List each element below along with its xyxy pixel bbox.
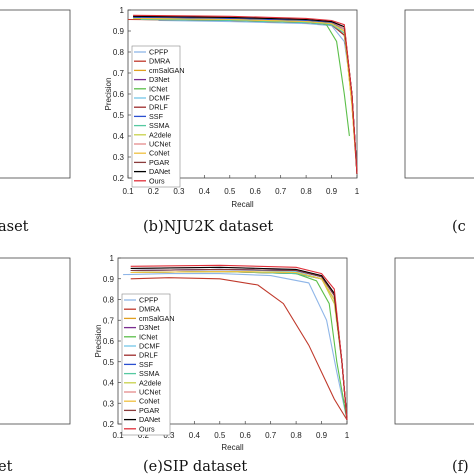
x-tick-label: 0.4: [199, 187, 211, 196]
legend-entry: PGAR: [139, 406, 159, 415]
y-tick-label: 1: [120, 6, 125, 15]
legend-entry: DANet: [149, 167, 170, 176]
x-tick-label: 0.8: [301, 187, 313, 196]
legend-entry: cmSalGAN: [139, 314, 175, 323]
legend-entry: A2dele: [139, 378, 161, 387]
plot-frame: [0, 9, 71, 179]
panel-c-partial: [404, 9, 474, 179]
series-line-ours: [130, 264, 348, 420]
legend-entry: Ours: [139, 424, 155, 433]
x-tick-label: 0.3: [163, 431, 175, 440]
y-tick-label: 0.4: [103, 379, 115, 388]
y-tick-label: 0.2: [113, 174, 125, 183]
x-tick-label: 0.2: [148, 187, 160, 196]
x-axis-label: Recall: [231, 200, 253, 209]
x-tick-label: 0.9: [326, 187, 338, 196]
legend-entry: PGAR: [149, 158, 169, 167]
legend-entry: CPFP: [139, 296, 158, 305]
chart-panel-b: 0.1 0.2 0.3 0.4 0.5 0.6 0.7 0.8 0.9 1 0.2 0.3 0.4 0.5…: [104, 6, 360, 209]
x-tick-label: 0.7: [275, 187, 287, 196]
y-tick-label: 0.8: [113, 48, 125, 57]
legend-entry: UCNet: [139, 388, 161, 397]
y-tick-label: 0.6: [103, 337, 115, 346]
legend: CPFPDMRAcmSalGAND3NetICNetDCMFDRLFSSFSSM…: [121, 293, 175, 436]
y-tick-label: 0.3: [113, 153, 125, 162]
series-line-cpfp: [123, 273, 348, 421]
series-line-dmra: [130, 277, 348, 421]
y-tick-label: 0.2: [103, 420, 115, 429]
legend-entry: UCNet: [149, 140, 171, 149]
x-tick-label: 0.5: [214, 431, 226, 440]
x-tick-label: 0.1: [112, 431, 124, 440]
x-axis-label: Recall: [221, 443, 243, 452]
legend: CPFPDMRAcmSalGAND3NetICNetDCMFDRLFSSFSSM…: [131, 45, 185, 188]
y-axis-label: Precision: [94, 325, 103, 358]
legend-entry: cmSalGAN: [149, 66, 185, 75]
legend-entry: DCMF: [139, 342, 160, 351]
caption-right-bottom: (f): [452, 459, 469, 474]
legend-entry: ICNet: [139, 332, 157, 341]
caption-left-top: aset: [0, 219, 29, 235]
x-tick-label: 1: [355, 187, 360, 196]
caption-left-bottom: et: [0, 459, 13, 474]
y-tick-label: 0.8: [103, 296, 115, 305]
legend-entry: SSF: [139, 360, 154, 369]
chart-panel-e: 0.1 0.2 0.3 0.4 0.5 0.6 0.7 0.8 0.9 1 0.2 0.3 0.4 0.5…: [94, 254, 350, 452]
legend-entry: CPFP: [149, 48, 168, 57]
legend-entry: SSMA: [139, 369, 160, 378]
x-tick-label: 0.4: [189, 431, 201, 440]
x-tick-label: 0.1: [122, 187, 134, 196]
y-tick-label: 0.5: [113, 111, 125, 120]
plot-frame: [404, 9, 474, 179]
legend-entry: CoNet: [149, 149, 169, 158]
plot-frame: [394, 257, 474, 425]
legend-entry: DMRA: [149, 57, 170, 66]
x-tick-label: 0.3: [173, 187, 185, 196]
legend-entry: A2dele: [149, 130, 171, 139]
y-axis-label: Precision: [104, 78, 113, 111]
panel-a-partial: [0, 9, 71, 179]
x-tick-label: 0.6: [240, 431, 252, 440]
legend-entry: DRLF: [149, 103, 168, 112]
x-tick-label: 0.9: [316, 431, 328, 440]
y-tick-label: 0.7: [103, 316, 115, 325]
y-tick-label: 0.3: [103, 399, 115, 408]
legend-entry: SSF: [149, 112, 164, 121]
legend-entry: CoNet: [139, 397, 159, 406]
x-tick-label: 0.6: [250, 187, 262, 196]
legend-entry: DRLF: [139, 351, 158, 360]
panel-d-partial: [0, 257, 71, 425]
legend-entry: DMRA: [139, 305, 160, 314]
legend-entry: Ours: [149, 176, 165, 185]
legend-entry: D3Net: [139, 323, 159, 332]
x-tick-label: 0.2: [138, 431, 150, 440]
legend-entry: D3Net: [149, 75, 169, 84]
y-tick-label: 0.9: [103, 275, 115, 284]
series-line-conet: [140, 17, 358, 174]
caption-right-top: (c: [452, 219, 466, 235]
y-tick-label: 0.6: [113, 90, 125, 99]
y-tick-label: 1: [110, 254, 115, 263]
x-tick-label: 0.5: [224, 187, 236, 196]
legend-entry: ICNet: [149, 84, 167, 93]
legend-entry: DANet: [139, 415, 160, 424]
x-tick-label: 0.8: [291, 431, 303, 440]
x-tick-label: 0.7: [265, 431, 277, 440]
legend-entry: DCMF: [149, 94, 170, 103]
y-tick-label: 0.5: [103, 358, 115, 367]
y-tick-label: 0.7: [113, 69, 125, 78]
y-tick-label: 0.9: [113, 27, 125, 36]
panel-f-partial: [394, 257, 474, 425]
series-line-ours: [133, 14, 358, 174]
caption-middle-bottom: (e)SIP dataset: [143, 459, 247, 474]
x-tick-label: 1: [345, 431, 350, 440]
y-tick-label: 0.4: [113, 132, 125, 141]
caption-middle-top: (b)NJU2K dataset: [143, 219, 273, 235]
plot-frame: [0, 257, 71, 425]
legend-entry: SSMA: [149, 121, 170, 130]
